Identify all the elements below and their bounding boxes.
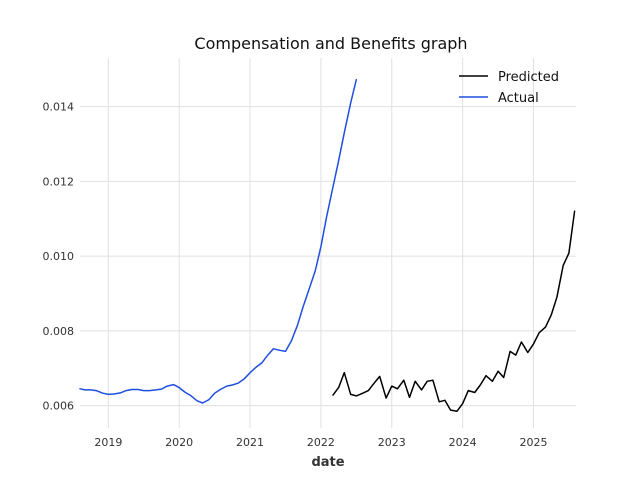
chart-title: Compensation and Benefits graph [194, 34, 467, 53]
x-tick-label: 2019 [94, 436, 122, 449]
y-tick-label: 0.006 [43, 400, 75, 413]
grid [80, 58, 576, 428]
x-tick-label: 2024 [449, 436, 477, 449]
y-tick-label: 0.010 [43, 250, 75, 263]
y-tick-label: 0.014 [43, 101, 75, 114]
y-tick-label: 0.008 [43, 325, 75, 338]
legend: Predicted Actual [459, 70, 559, 106]
legend-label: Actual [498, 91, 539, 106]
x-axis: 2019 2020 2021 2022 2023 2024 2025 [94, 436, 547, 449]
plot-lines [79, 78, 576, 412]
x-tick-label: 2022 [307, 436, 335, 449]
x-tick-label: 2021 [236, 436, 264, 449]
y-tick-label: 0.012 [43, 175, 75, 188]
legend-label: Predicted [498, 70, 559, 85]
x-tick-label: 2023 [378, 436, 406, 449]
x-tick-label: 2025 [519, 436, 547, 449]
x-tick-label: 2020 [165, 436, 193, 449]
x-axis-label: date [311, 455, 344, 470]
series-line-actual [79, 78, 358, 404]
series-line-predicted [332, 210, 576, 412]
y-axis: 0.006 0.008 0.010 0.012 0.014 [43, 101, 75, 413]
